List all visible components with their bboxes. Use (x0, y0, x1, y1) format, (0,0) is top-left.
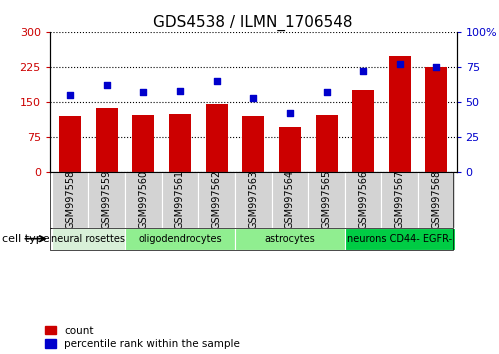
Bar (162, 172, 198, 228)
Text: oligodendrocytes: oligodendrocytes (138, 234, 222, 244)
Bar (132, 115, 154, 172)
Text: GSM997560: GSM997560 (138, 170, 148, 229)
Bar (59, 116, 81, 172)
Point (66, 92, 74, 98)
Bar (125, 228, 235, 250)
Text: GSM997558: GSM997558 (65, 170, 75, 229)
Bar (169, 114, 191, 172)
Bar (242, 116, 264, 172)
Text: neurons CD44- EGFR-: neurons CD44- EGFR- (347, 234, 453, 244)
Text: GSM997564: GSM997564 (285, 170, 295, 229)
Bar (52, 172, 88, 228)
Bar (206, 104, 228, 172)
Text: GSM997566: GSM997566 (358, 170, 368, 229)
Text: GSM997561: GSM997561 (175, 170, 185, 229)
Text: cell type: cell type (2, 234, 50, 244)
Text: GSM997563: GSM997563 (248, 170, 258, 229)
Point (322, 89, 330, 95)
Bar (426, 67, 448, 172)
Point (103, 82, 111, 88)
Bar (271, 172, 308, 228)
Bar (88, 172, 125, 228)
Text: GSM997568: GSM997568 (432, 170, 442, 229)
Point (433, 64, 441, 70)
Bar (279, 127, 301, 172)
Point (139, 89, 147, 95)
Bar (345, 228, 455, 250)
Bar (418, 172, 455, 228)
Text: GSM997567: GSM997567 (395, 170, 405, 229)
Title: GDS4538 / ILMN_1706548: GDS4538 / ILMN_1706548 (154, 14, 353, 30)
Text: GSM997562: GSM997562 (212, 170, 222, 229)
Text: GSM997559: GSM997559 (102, 170, 112, 229)
Text: neural rosettes: neural rosettes (51, 234, 125, 244)
Point (286, 110, 294, 116)
Point (359, 68, 367, 74)
Bar (345, 172, 381, 228)
Bar (125, 172, 162, 228)
Point (396, 61, 404, 67)
Bar (352, 90, 374, 172)
Bar (308, 172, 345, 228)
Text: astrocytes: astrocytes (264, 234, 315, 244)
Legend: count, percentile rank within the sample: count, percentile rank within the sample (45, 326, 240, 349)
Bar (389, 56, 411, 172)
Bar (235, 228, 345, 250)
Point (213, 78, 221, 84)
Point (249, 95, 257, 101)
Point (176, 88, 184, 93)
Bar (315, 115, 337, 172)
Bar (96, 108, 118, 172)
Text: GSM997565: GSM997565 (321, 170, 331, 229)
Bar (381, 172, 418, 228)
Bar (198, 172, 235, 228)
Bar (235, 172, 271, 228)
Bar (52, 228, 125, 250)
